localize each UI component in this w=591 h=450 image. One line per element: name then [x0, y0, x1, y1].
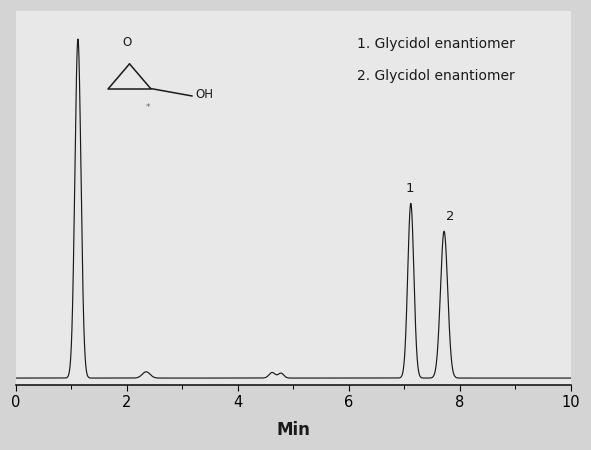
- X-axis label: Min: Min: [276, 421, 310, 439]
- Text: 2. Glycidol enantiomer: 2. Glycidol enantiomer: [357, 69, 515, 83]
- Text: 1: 1: [405, 182, 414, 194]
- Text: 2: 2: [446, 210, 454, 223]
- Text: 1. Glycidol enantiomer: 1. Glycidol enantiomer: [357, 37, 515, 51]
- Text: *: *: [145, 104, 150, 112]
- Text: O: O: [122, 36, 131, 49]
- Text: OH: OH: [195, 88, 213, 101]
